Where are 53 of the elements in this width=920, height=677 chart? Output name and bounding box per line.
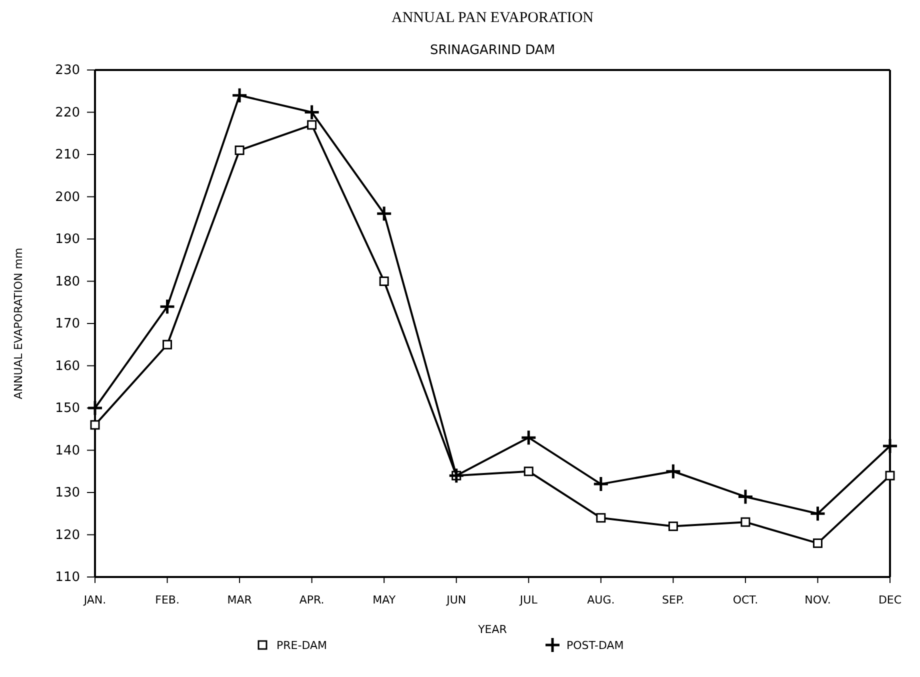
point: [882, 438, 898, 454]
x-tick-label: JUN: [446, 594, 466, 607]
point: [376, 205, 392, 222]
y-tick-label: 150: [55, 401, 80, 416]
y-tick-label: 220: [55, 105, 80, 120]
chart-subtitle: SRINAGARIND DAM: [430, 43, 556, 58]
point: [812, 538, 822, 548]
point: [379, 276, 389, 286]
x-tick-label: JAN.: [82, 594, 106, 607]
point: [596, 513, 606, 523]
y-tick-label: 200: [55, 190, 80, 205]
x-tick-label: MAR: [227, 594, 252, 607]
point: [231, 87, 248, 104]
y-tick-label: 170: [55, 316, 80, 332]
x-tick-label: MAY: [372, 594, 396, 607]
x-tick-label: AUG.: [587, 594, 615, 607]
x-tick-label: APR.: [299, 594, 324, 607]
y-axis-title: ANNUAL EVAPORATION mm: [12, 248, 25, 400]
point: [664, 463, 682, 480]
point: [90, 420, 100, 430]
point: [520, 429, 537, 446]
y-tick-label: 230: [55, 63, 80, 78]
y-tick-label: 120: [55, 528, 80, 543]
point: [592, 476, 610, 492]
x-tick-label: JUL: [518, 594, 538, 607]
point: [885, 470, 895, 480]
point: [234, 146, 244, 156]
point: [524, 466, 534, 476]
point: [737, 488, 754, 505]
y-tick-label: 210: [55, 148, 80, 163]
chart-title: ANNUAL PAN EVAPORATION: [392, 10, 594, 26]
y-tick-label: 140: [55, 443, 80, 458]
point: [307, 120, 317, 130]
x-tick-label: SEP.: [662, 594, 684, 607]
x-tick-label: NOV.: [804, 594, 831, 607]
y-tick-label: 190: [55, 232, 80, 248]
point: [304, 104, 320, 120]
point: [740, 517, 750, 527]
x-tick-label: FEB.: [155, 594, 180, 607]
x-axis-title: YEAR: [477, 623, 508, 636]
legend-label: POST-DAM: [566, 639, 624, 652]
x-tick-label: DEC: [878, 594, 902, 607]
point: [162, 340, 172, 350]
legend-label: PRE-DAM: [276, 639, 327, 652]
y-tick-label: 160: [55, 358, 80, 374]
y-tick-label: 110: [55, 570, 80, 586]
point: [668, 522, 678, 532]
x-tick-label: OCT.: [732, 594, 758, 607]
y-tick-label: 130: [55, 486, 80, 501]
point: [159, 298, 176, 315]
y-tick-label: 180: [55, 274, 80, 290]
point: [86, 400, 104, 416]
point: [809, 505, 826, 522]
